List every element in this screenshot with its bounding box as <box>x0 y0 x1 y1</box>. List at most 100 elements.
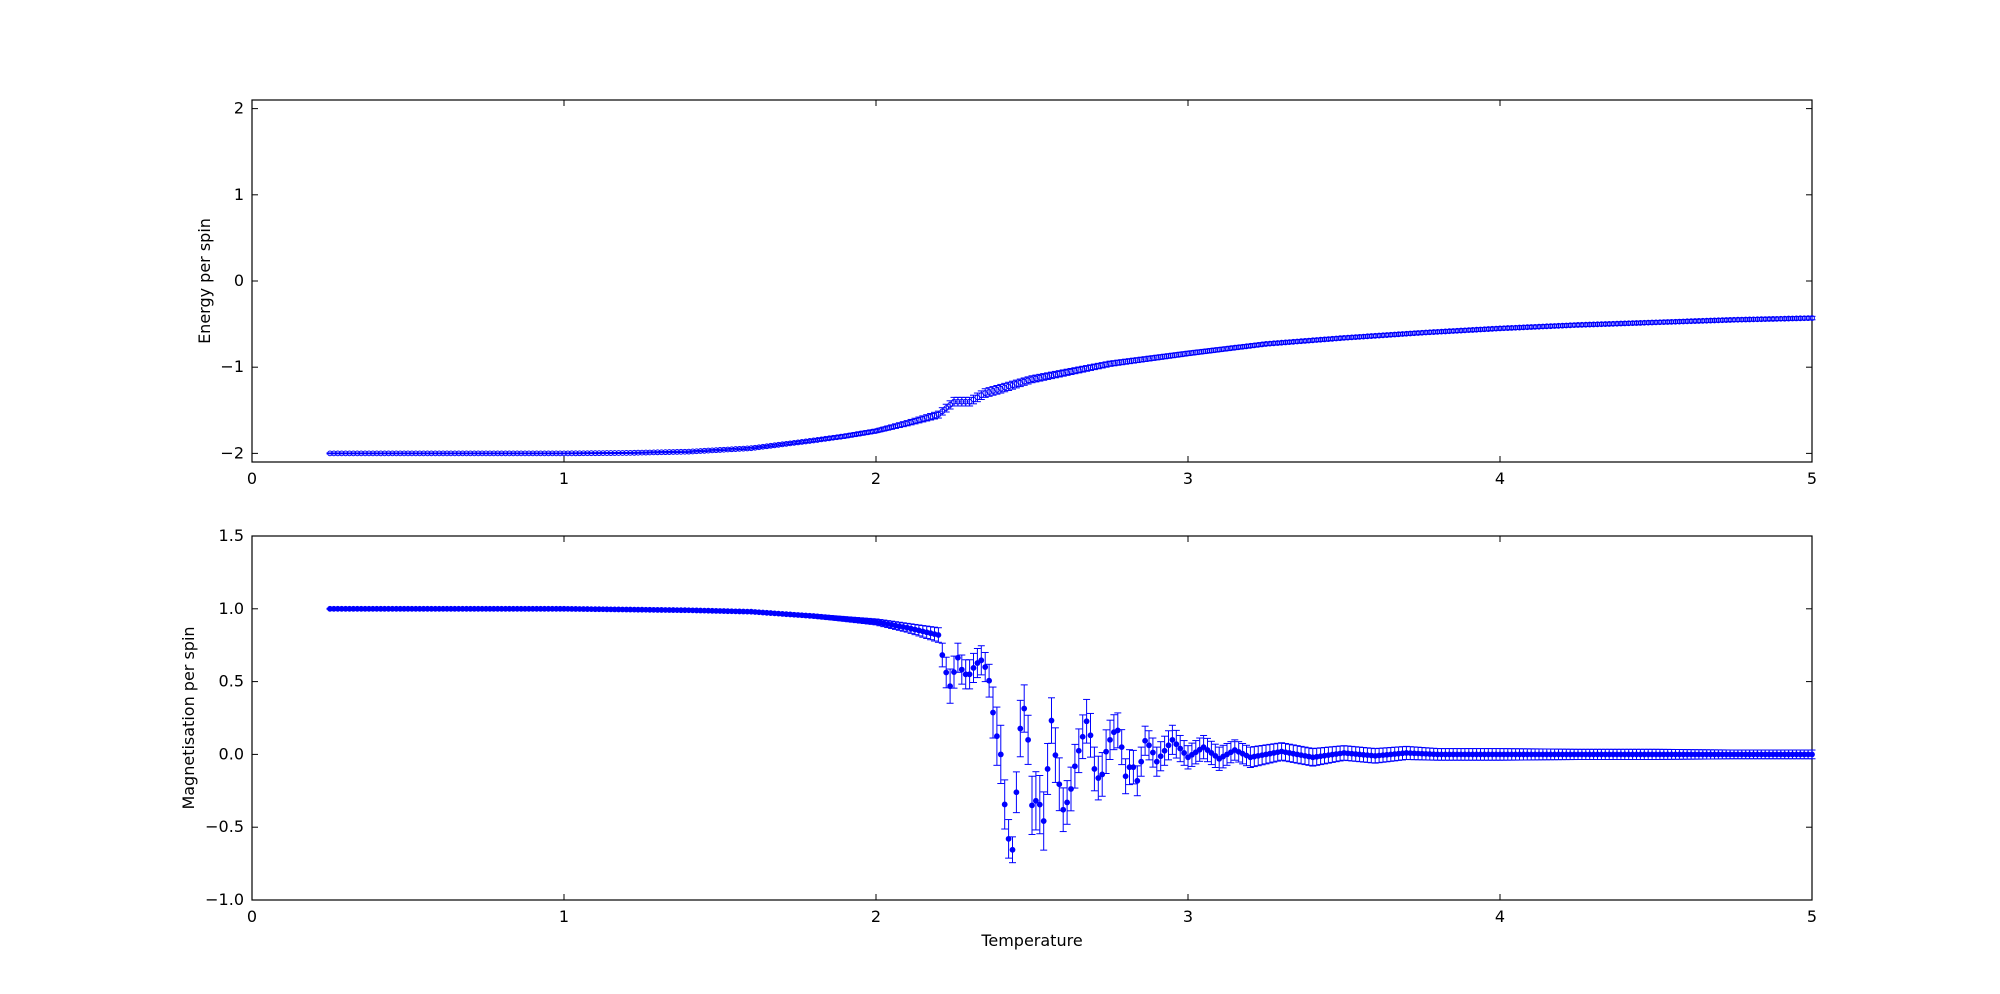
data-point <box>1762 316 1769 322</box>
data-point <box>693 448 700 455</box>
data-point <box>1200 744 1207 751</box>
data-point <box>1048 372 1055 379</box>
data-point <box>740 445 747 452</box>
data-point <box>1345 334 1351 341</box>
data-point <box>1114 359 1121 366</box>
data-point <box>779 441 786 448</box>
data-point <box>1746 316 1753 323</box>
data-point <box>1372 332 1379 339</box>
data-point <box>1243 343 1250 350</box>
data-point <box>1719 317 1726 324</box>
data-point <box>990 387 996 394</box>
data-point <box>1770 316 1776 322</box>
data-point <box>853 431 860 438</box>
data-point <box>771 442 778 449</box>
data-point <box>892 423 899 430</box>
data-point <box>1169 736 1176 743</box>
data-point <box>1309 337 1316 344</box>
data-point <box>697 448 704 454</box>
data-point <box>802 438 809 445</box>
data-point <box>982 664 989 670</box>
data-point <box>1754 316 1761 323</box>
data-point <box>799 439 805 445</box>
data-point <box>1508 324 1515 331</box>
data-point <box>1473 326 1480 333</box>
data-point <box>1333 335 1340 342</box>
data-point <box>1430 329 1437 335</box>
y-tick-label: 1.5 <box>219 526 244 545</box>
data-point <box>970 665 977 671</box>
data-point <box>1044 373 1051 380</box>
data-point <box>826 435 833 442</box>
data-point <box>1302 338 1308 344</box>
data-point <box>1298 338 1304 345</box>
data-point <box>935 632 942 638</box>
data-point <box>1352 334 1359 341</box>
x-tick-label: 2 <box>871 469 881 488</box>
data-point <box>974 660 981 666</box>
y-tick-label: −1 <box>220 357 244 376</box>
data-point <box>717 447 723 453</box>
data-point <box>1579 321 1585 328</box>
data-point <box>1306 337 1312 344</box>
data-point <box>1387 331 1394 338</box>
data-point <box>1313 337 1320 343</box>
data-point <box>1676 318 1683 325</box>
data-point <box>1465 327 1472 334</box>
data-point <box>943 669 950 676</box>
data-point <box>1064 799 1070 806</box>
data-point <box>1165 353 1172 359</box>
data-point <box>1231 344 1238 351</box>
data-point <box>1192 349 1199 356</box>
data-point <box>1138 758 1145 765</box>
data-point <box>643 449 649 456</box>
data-point <box>849 431 856 438</box>
data-point <box>1052 371 1059 378</box>
data-point <box>877 427 883 433</box>
data-point <box>1801 315 1808 322</box>
data-point <box>1259 341 1265 348</box>
data-point <box>1079 366 1086 373</box>
data-point <box>814 437 821 443</box>
data-point <box>1142 356 1148 362</box>
data-point <box>1384 332 1390 338</box>
data-point <box>1114 727 1121 734</box>
data-point <box>1411 330 1418 337</box>
data-point <box>1153 354 1160 361</box>
data-point <box>1017 725 1024 732</box>
data-point <box>1064 369 1070 376</box>
data-point <box>1290 338 1297 345</box>
data-point <box>1224 345 1230 352</box>
data-point <box>1321 336 1328 343</box>
data-point <box>1087 732 1094 739</box>
data-point <box>1274 340 1281 346</box>
data-point <box>1087 364 1094 371</box>
data-series <box>326 315 1816 457</box>
data-point <box>1419 329 1425 336</box>
magnetisation-axes: 0 1 2 3 4 5 1.5 1.0 0.5 0.0 −0.5 −1.0 Magnetisation … <box>179 526 1817 950</box>
data-point <box>880 426 887 432</box>
data-point <box>1200 348 1207 355</box>
data-point <box>997 385 1004 392</box>
data-point <box>939 652 946 658</box>
data-point <box>1025 736 1031 743</box>
data-point <box>822 435 829 442</box>
data-point <box>1403 330 1410 337</box>
data-point <box>958 666 965 673</box>
data-point <box>1017 379 1024 386</box>
data-point <box>1532 323 1538 330</box>
data-point <box>1196 349 1203 355</box>
data-point <box>1033 797 1039 804</box>
y-axis-label: Energy per spin <box>195 218 214 344</box>
x-tick-label: 1 <box>559 469 569 488</box>
data-point <box>1376 332 1382 339</box>
data-point <box>1485 326 1492 332</box>
data-point <box>1715 317 1722 324</box>
y-tick-label: 0.5 <box>219 672 244 691</box>
data-point <box>1462 327 1468 334</box>
data-point <box>1134 777 1141 784</box>
data-point <box>1185 754 1191 761</box>
data-point <box>1805 315 1811 322</box>
data-point <box>990 709 996 716</box>
data-point <box>884 425 891 431</box>
